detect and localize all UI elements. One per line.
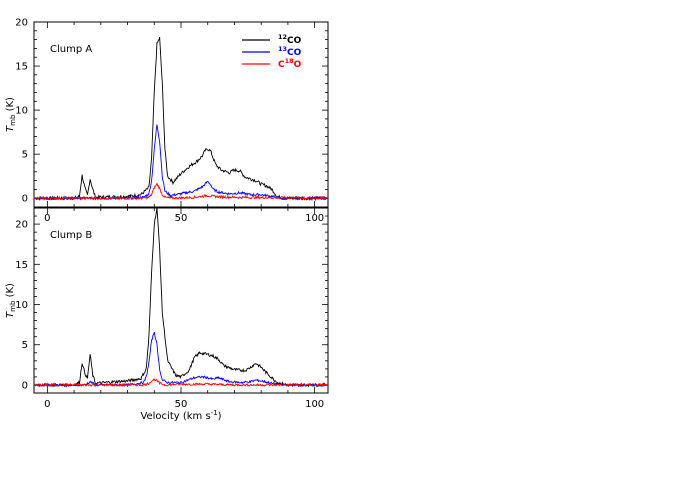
- y-tick-label: 15: [15, 260, 28, 271]
- series-line-2: [35, 182, 327, 201]
- y-tick-label: 15: [15, 62, 28, 73]
- legend-entry-0: 12CO: [278, 33, 302, 46]
- series-line-0: [35, 207, 327, 389]
- y-tick-label: 20: [15, 220, 28, 231]
- x-tick-label: 100: [305, 213, 324, 224]
- x-tick-label: 50: [175, 213, 188, 224]
- y-tick-label: 5: [22, 340, 28, 351]
- x-axis-label: Velocity (km s-1): [140, 409, 221, 422]
- x-tick-label: 100: [305, 399, 324, 410]
- x-tick-label: 0: [44, 399, 50, 410]
- legend-entry-1: 13CO: [278, 45, 302, 58]
- y-tick-label: 10: [15, 300, 28, 311]
- series-line-1: [34, 124, 328, 201]
- y-tick-label: 5: [22, 150, 28, 161]
- series-line-2: [34, 378, 328, 388]
- panel-label: Clump B: [50, 230, 92, 241]
- y-axis-label: Tmb (K): [5, 97, 17, 132]
- y-tick-label: 20: [15, 18, 28, 29]
- panel-label: Clump A: [50, 44, 92, 55]
- legend-entry-2: C18O: [278, 57, 302, 70]
- x-tick-label: 0: [44, 213, 50, 224]
- x-tick-label: 50: [175, 399, 188, 410]
- y-tick-label: 0: [22, 194, 28, 205]
- series-line-1: [34, 331, 328, 388]
- y-tick-label: 0: [22, 380, 28, 391]
- y-tick-label: 10: [15, 106, 28, 117]
- y-axis-label: Tmb (K): [5, 283, 17, 318]
- panel-clump-b: 0 5 10 15 20 0 50 100 Tmb (K) Clump B Velocity (km…: [5, 207, 329, 422]
